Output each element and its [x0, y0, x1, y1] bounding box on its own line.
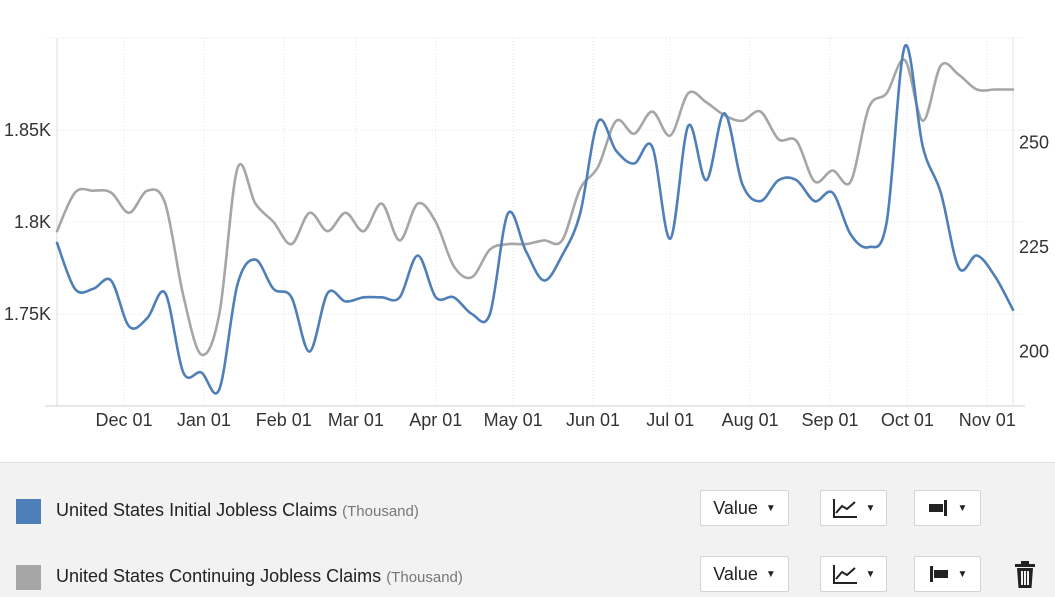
- legend-row-continuing-claims: United States Continuing Jobless Claims …: [0, 537, 1055, 597]
- series-color-swatch[interactable]: [16, 565, 41, 590]
- x-tick-label: Oct 01: [881, 410, 934, 430]
- x-tick-label: Dec 01: [95, 410, 152, 430]
- value-mode-label: Value: [713, 497, 758, 518]
- value-mode-dropdown[interactable]: Value ▼: [700, 556, 789, 592]
- legend-row-initial-claims: United States Initial Jobless Claims (Th…: [0, 471, 1055, 531]
- value-mode-dropdown[interactable]: Value ▼: [700, 490, 789, 526]
- caret-down-icon: ▼: [957, 502, 968, 514]
- x-tick-label: Feb 01: [256, 410, 312, 430]
- x-tick-label: Apr 01: [409, 410, 462, 430]
- caret-down-icon: ▼: [765, 502, 776, 514]
- x-tick-label: Aug 01: [722, 410, 779, 430]
- series-name-label: United States Initial Jobless Claims (Th…: [56, 500, 419, 521]
- value-mode-label: Value: [713, 563, 758, 584]
- chart-type-dropdown[interactable]: ▼: [820, 556, 887, 592]
- line-chart-icon: [832, 565, 857, 584]
- x-tick-label: Jun 01: [566, 410, 620, 430]
- legend-panel: United States Initial Jobless Claims (Th…: [0, 462, 1055, 597]
- x-tick-label: Sep 01: [802, 410, 859, 430]
- y-right-tick-label: 200: [1019, 342, 1049, 362]
- trash-icon: [1015, 561, 1035, 588]
- axis-position-dropdown[interactable]: ▼: [914, 556, 981, 592]
- chart-type-dropdown[interactable]: ▼: [820, 490, 887, 526]
- x-tick-label: Nov 01: [959, 410, 1016, 430]
- caret-down-icon: ▼: [865, 568, 876, 580]
- series-unit: (Thousand): [342, 503, 419, 520]
- left-axis-icon: [929, 566, 948, 582]
- y-left-tick-label: 1.8K: [14, 212, 51, 232]
- x-tick-label: Jan 01: [177, 410, 231, 430]
- y-left-tick-label: 1.75K: [4, 304, 51, 324]
- y-right-tick-label: 225: [1019, 237, 1049, 257]
- caret-down-icon: ▼: [765, 568, 776, 580]
- series-line-continuing-claims: [55, 58, 1015, 357]
- y-left-tick-label: 1.85K: [4, 120, 51, 140]
- series-name-label: United States Continuing Jobless Claims …: [56, 566, 463, 587]
- axis-position-dropdown[interactable]: ▼: [914, 490, 981, 526]
- y-right-tick-label: 250: [1019, 133, 1049, 153]
- series-name: United States Continuing Jobless Claims: [56, 566, 382, 586]
- series-name: United States Initial Jobless Claims: [56, 500, 338, 520]
- chart-area: Dec 01 Jan 01 Feb 01 Mar 01 Apr 01 May 01 Jun …: [3, 37, 1050, 430]
- caret-down-icon: ▼: [865, 502, 876, 514]
- series-unit: (Thousand): [386, 569, 463, 586]
- x-tick-label: Mar 01: [328, 410, 384, 430]
- series-color-swatch[interactable]: [16, 499, 41, 524]
- x-tick-label: May 01: [484, 410, 543, 430]
- right-axis-icon: [928, 500, 947, 516]
- series-line-initial-claims: [55, 43, 1015, 395]
- delete-series-button[interactable]: [1014, 561, 1036, 589]
- line-chart: Dec 01 Jan 01 Feb 01 Mar 01 Apr 01 May 01 Jun …: [4, 37, 1049, 430]
- line-chart-icon: [832, 499, 857, 518]
- x-tick-label: Jul 01: [646, 410, 694, 430]
- caret-down-icon: ▼: [957, 568, 968, 580]
